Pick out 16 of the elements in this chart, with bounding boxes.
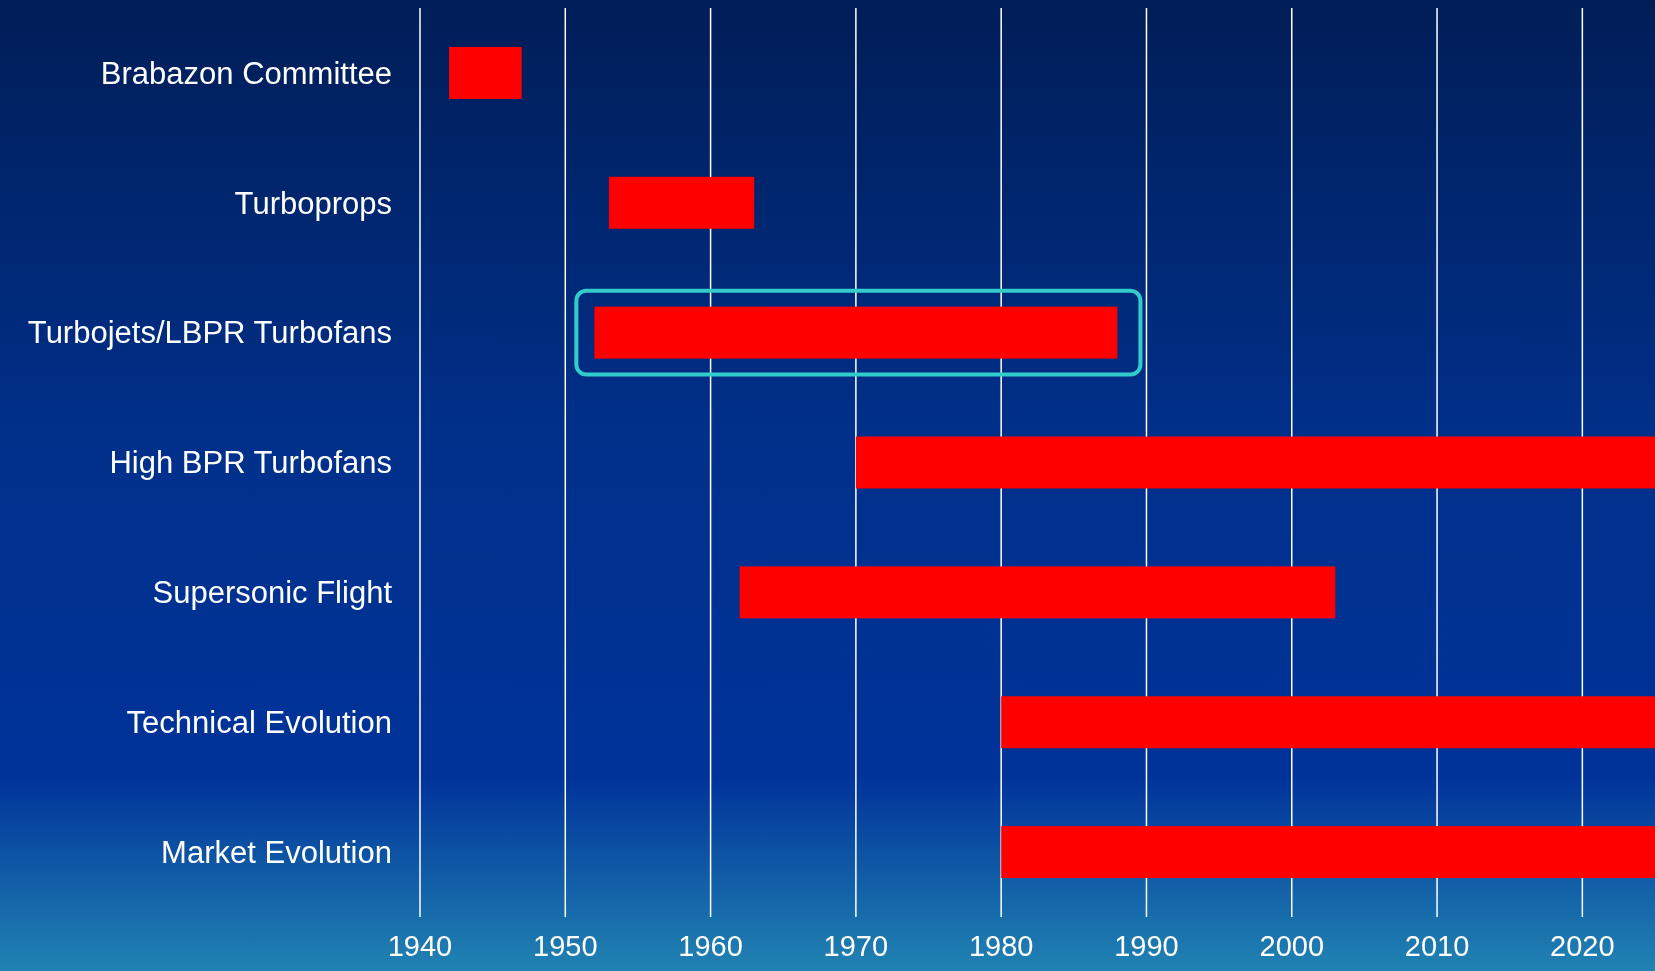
y-tick-label: Technical Evolution [126, 705, 392, 741]
x-tick-label: 2020 [1550, 930, 1615, 962]
y-tick-label: High BPR Turbofans [109, 445, 392, 481]
x-tick-label: 2000 [1259, 930, 1325, 962]
x-tick-label: 1940 [387, 930, 453, 962]
x-tick-label: 1960 [678, 930, 743, 962]
y-tick-label: Market Evolution [161, 834, 392, 870]
y-tick-label: Turboprops [234, 185, 392, 221]
y-tick-label: Supersonic Flight [152, 575, 393, 611]
x-tick-label: 1950 [533, 930, 598, 962]
y-tick-label: Brabazon Committee [100, 55, 392, 91]
x-tick-label: 1990 [1114, 930, 1179, 962]
x-tick-label: 1980 [968, 930, 1034, 962]
x-tick-label: 1970 [823, 930, 889, 962]
x-tick-label: 2010 [1404, 930, 1470, 962]
y-tick-label: Turbojets/LBPR Turbofans [27, 315, 392, 351]
